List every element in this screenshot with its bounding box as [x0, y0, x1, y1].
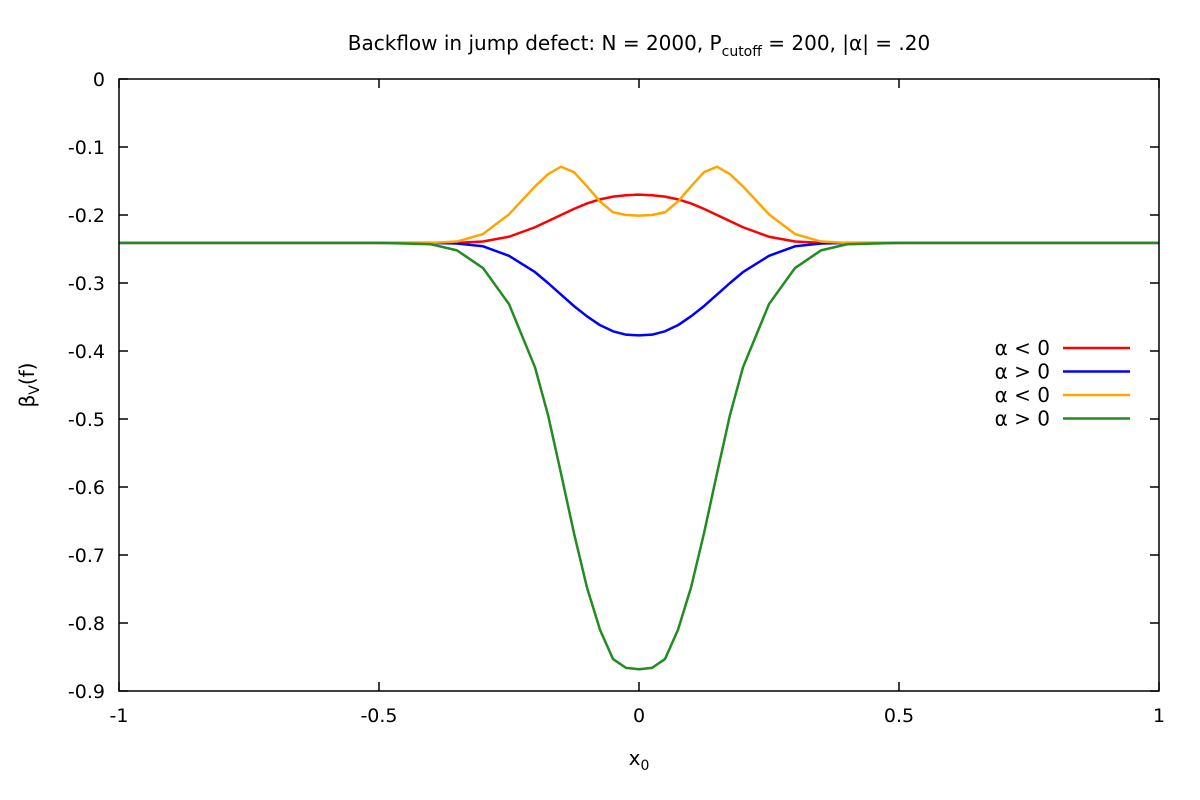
y-tick-label: -0.5 [68, 409, 105, 431]
x-tick-label: -0.5 [360, 705, 397, 727]
series-line-3 [119, 241, 1159, 671]
x-tick-label: -1 [110, 705, 129, 727]
y-tick-label: -0.1 [68, 137, 105, 159]
legend-label-0: α < 0 [995, 336, 1050, 360]
y-tick-label: 0 [93, 69, 105, 91]
y-tick-label: -0.6 [68, 477, 105, 499]
y-axis-label: βV(f) [15, 363, 43, 408]
legend-label-3: α > 0 [995, 407, 1050, 431]
series-line-0 [119, 193, 1159, 245]
legend: α < 0α > 0α < 0α > 0 [995, 336, 1130, 431]
legend-label-2: α < 0 [995, 383, 1050, 407]
series-line-2 [119, 165, 1159, 245]
series-layer [119, 165, 1159, 671]
chart-title: Backflow in jump defect: N = 2000, Pcuto… [348, 31, 930, 60]
legend-label-1: α > 0 [995, 360, 1050, 384]
y-tick-label: -0.4 [68, 341, 105, 363]
x-tick-label: 0 [633, 705, 645, 727]
ticks-layer: -1 -0.5 0 0.5 1 0 -0.1 -0.2 -0.3 -0.4 -0.5 -0.6 -0.7… [68, 69, 1165, 727]
x-tick-label: 0.5 [884, 705, 914, 727]
y-tick-label: -0.8 [68, 613, 105, 635]
y-tick-label: -0.3 [68, 273, 105, 295]
y-tick-label: -0.7 [68, 545, 105, 567]
x-axis-label: x0 [629, 746, 650, 774]
y-tick-label: -0.2 [68, 205, 105, 227]
y-tick-label: -0.9 [68, 681, 105, 703]
x-tick-label: 1 [1153, 705, 1165, 727]
series-line-1 [119, 241, 1159, 337]
